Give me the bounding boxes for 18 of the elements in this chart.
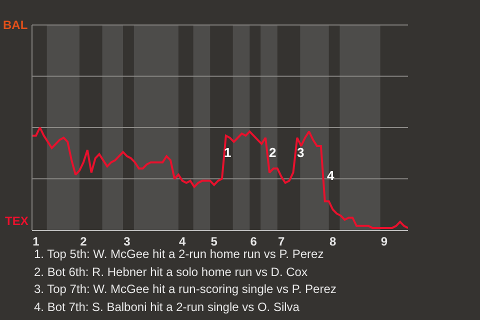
text: BAL (3, 18, 28, 32)
text: 1. Top 5th: W. McGee hit a 2-run home run vs P. Perez (34, 247, 324, 261)
x-tick-label: 4 (179, 234, 186, 248)
x-tick-label: 8 (329, 234, 336, 248)
text: 2. Bot 6th: R. Hebner hit a solo home run vs D. Cox (34, 265, 308, 279)
x-tick-label: 2 (80, 234, 88, 248)
annotation: 3 (297, 145, 304, 160)
annotation: 4 (327, 168, 335, 183)
x-tick-label: 1 (32, 234, 40, 248)
x-tick-label: 3 (124, 234, 131, 248)
x-tick-label: 9 (380, 234, 388, 248)
text: TEX (5, 214, 28, 228)
x-tick-label: 6 (250, 234, 258, 248)
x-tick-label: 5 (210, 234, 218, 248)
x-tick-label: 7 (278, 234, 286, 248)
text: 4. Bot 7th: S. Balboni hit a 2-run single vs O. Silva (34, 300, 300, 314)
text: 3. Top 7th: W. McGee hit a run-scoring single vs P. Perez (34, 282, 336, 296)
annotation: 2 (269, 145, 276, 160)
